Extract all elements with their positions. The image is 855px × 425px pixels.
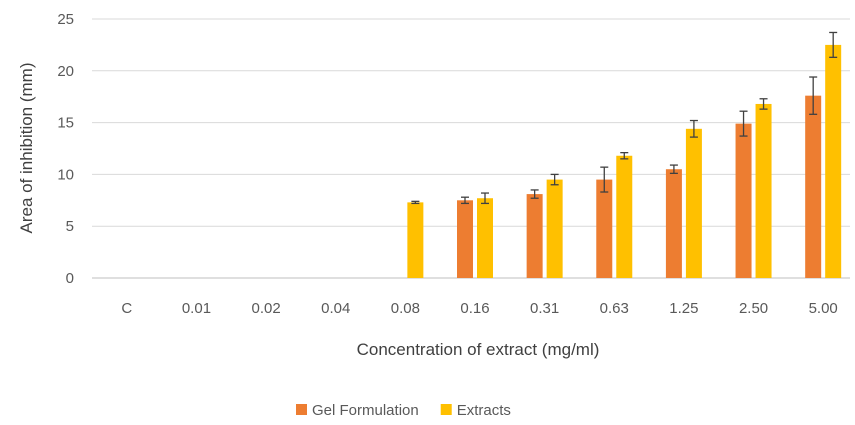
legend-label: Extracts	[457, 402, 511, 419]
legend-swatch	[296, 404, 307, 415]
bar	[477, 198, 493, 278]
bar	[665, 169, 682, 278]
x-tick-label: 2.50	[739, 300, 768, 317]
error-bar	[550, 173, 559, 186]
error-bar	[411, 200, 420, 205]
y-tick-label: 20	[57, 63, 74, 80]
x-tick-label: C	[121, 300, 132, 317]
bar	[805, 95, 822, 278]
x-tick-label: 0.31	[530, 300, 559, 317]
error-bar	[759, 98, 768, 110]
bar	[526, 194, 543, 278]
x-tick-label: 0.08	[391, 300, 420, 317]
bar	[546, 179, 563, 278]
bar	[407, 202, 424, 278]
x-tick-label: 1.25	[669, 300, 698, 317]
error-bar	[739, 110, 748, 137]
bar	[596, 179, 613, 278]
legend: Gel Formulation Extracts	[296, 402, 511, 419]
gridlines	[92, 18, 850, 279]
bars	[407, 44, 842, 279]
y-axis-ticks: 0 5 10 15 20 25	[57, 11, 74, 287]
error-bar	[689, 119, 698, 138]
y-tick-label: 15	[57, 115, 74, 132]
x-tick-label: 0.04	[321, 300, 350, 317]
error-bar	[530, 189, 539, 199]
legend-item: Gel Formulation	[296, 402, 419, 419]
y-tick-label: 10	[57, 166, 74, 183]
x-axis-title: Concentration of extract (mg/ml)	[357, 340, 600, 359]
y-tick-label: 5	[66, 218, 74, 235]
x-tick-label: 0.16	[460, 300, 489, 317]
bar	[457, 200, 473, 278]
x-tick-label: 0.01	[182, 300, 211, 317]
error-bar	[809, 76, 818, 115]
x-tick-label: 5.00	[809, 300, 838, 317]
error-bar	[481, 192, 489, 205]
y-tick-label: 25	[57, 11, 74, 28]
legend-item: Extracts	[440, 402, 511, 419]
error-bar	[600, 166, 609, 193]
legend-swatch	[440, 404, 452, 415]
bar	[616, 155, 633, 278]
error-bar	[829, 31, 838, 58]
x-tick-label: 0.02	[251, 300, 280, 317]
bar	[735, 123, 752, 278]
x-tick-label: 0.63	[600, 300, 629, 317]
y-axis-title: Area of inhibition (mm)	[17, 62, 36, 233]
error-bar	[620, 151, 629, 160]
error-bars	[411, 31, 838, 205]
bar	[825, 44, 842, 279]
legend-label: Gel Formulation	[312, 402, 419, 419]
bar	[755, 103, 772, 279]
error-bar	[669, 164, 678, 175]
x-axis-ticks: C 0.01 0.02 0.04 0.08 0.16 0.31 0.63 1.25 2.50 5.0…	[121, 300, 837, 317]
bar	[685, 128, 702, 278]
error-bar	[461, 196, 469, 205]
y-tick-label: 0	[66, 270, 74, 287]
